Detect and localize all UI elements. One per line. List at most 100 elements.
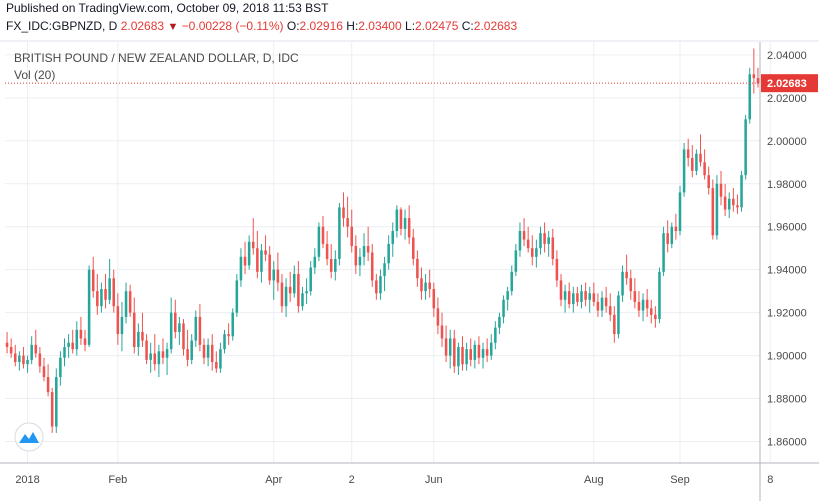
candle [297, 261, 300, 313]
candle [116, 293, 120, 345]
candle-body [26, 359, 29, 365]
chart-axes: 2.04000 2.02000 2.00000 1.98000 1.96000 1.940… [0, 40, 819, 501]
candle [104, 273, 107, 309]
candle-body [489, 342, 493, 356]
candle-body [288, 286, 292, 294]
candle-body [518, 231, 522, 251]
candle-body [215, 362, 218, 369]
candle [748, 67, 752, 124]
candle [9, 338, 13, 358]
candle [613, 306, 616, 343]
candle-body [559, 280, 563, 300]
candle [141, 312, 144, 348]
published-note: Published on TradingView.com, October 09… [6, 1, 329, 15]
candle [309, 261, 312, 296]
candle [96, 273, 99, 315]
x-tick-label: Sep [670, 474, 690, 486]
candle [535, 239, 538, 268]
candle [543, 222, 546, 253]
candle [387, 235, 390, 270]
ohlc-header: FX_IDC:GBPNZD, D 2.02683 ▼ −0.00228 (−0.… [6, 19, 517, 33]
candle-body [485, 349, 489, 356]
candle-body [707, 175, 710, 189]
candle-body [75, 329, 79, 350]
candle-body [477, 344, 481, 358]
candle [756, 67, 760, 88]
candle [649, 299, 653, 324]
candle [416, 250, 419, 287]
candle [559, 273, 563, 307]
candle-body [563, 291, 567, 300]
candle [658, 267, 661, 324]
candle [625, 254, 628, 285]
candle [383, 256, 386, 292]
y-tick-label: 1.94000 [767, 265, 807, 277]
candle [506, 286, 509, 311]
candle [576, 286, 579, 307]
candle-body [535, 248, 538, 257]
candle [338, 203, 341, 266]
candle-body [5, 342, 9, 348]
candle-body [309, 267, 312, 292]
candle-body [481, 349, 485, 358]
candle [469, 338, 472, 367]
candle [370, 243, 374, 287]
candle [264, 235, 267, 262]
candle [703, 149, 706, 180]
candle-body [629, 278, 633, 292]
candle-body [510, 271, 514, 292]
candle [379, 269, 382, 300]
candle [42, 357, 46, 382]
candle-body [412, 237, 415, 259]
candle [715, 175, 719, 240]
candle-body [670, 226, 674, 244]
candle-body [120, 316, 124, 335]
candle-body [645, 299, 649, 309]
candle [567, 282, 571, 309]
candle [403, 209, 407, 240]
candle-body [506, 291, 509, 300]
candle [375, 273, 378, 300]
low-label: L: [405, 19, 416, 33]
candle-body [370, 252, 374, 281]
candle [744, 115, 747, 180]
candle [186, 329, 189, 367]
candle-body [432, 289, 436, 309]
tradingview-logo-icon[interactable] [14, 422, 44, 452]
candle-body [116, 306, 120, 335]
candle-body [91, 269, 95, 292]
candle-body [46, 377, 50, 393]
candle-body [243, 256, 247, 266]
candle [38, 347, 42, 373]
change-value: −0.00228 (−0.11%) [181, 19, 284, 33]
candle [182, 319, 185, 356]
candle-body [231, 312, 235, 337]
candle-body [190, 340, 193, 360]
candle [732, 188, 735, 212]
candle [87, 265, 91, 348]
last-price-badge-label: 2.02683 [767, 78, 807, 90]
candle-body [59, 357, 62, 378]
y-tick-label: 1.96000 [767, 222, 807, 234]
candle-body [732, 198, 735, 206]
candle-body [617, 295, 620, 335]
candle-body [608, 306, 612, 315]
candle-body [649, 308, 653, 315]
candle [407, 205, 411, 244]
candle-body [604, 297, 608, 307]
y-tick-label: 1.98000 [767, 179, 807, 191]
candle-body [686, 149, 690, 158]
candle-body [104, 289, 107, 300]
high-label: H: [346, 19, 359, 33]
candle [231, 308, 235, 341]
candle-body [38, 353, 42, 367]
last-price-badge: 2.02683 [761, 74, 818, 93]
candle [362, 233, 366, 266]
candle-body [428, 282, 431, 290]
volume-indicator-label[interactable]: Vol (20) [14, 68, 55, 82]
candle [280, 273, 284, 313]
candle [354, 235, 358, 274]
candle [592, 282, 596, 307]
candle [641, 293, 645, 322]
